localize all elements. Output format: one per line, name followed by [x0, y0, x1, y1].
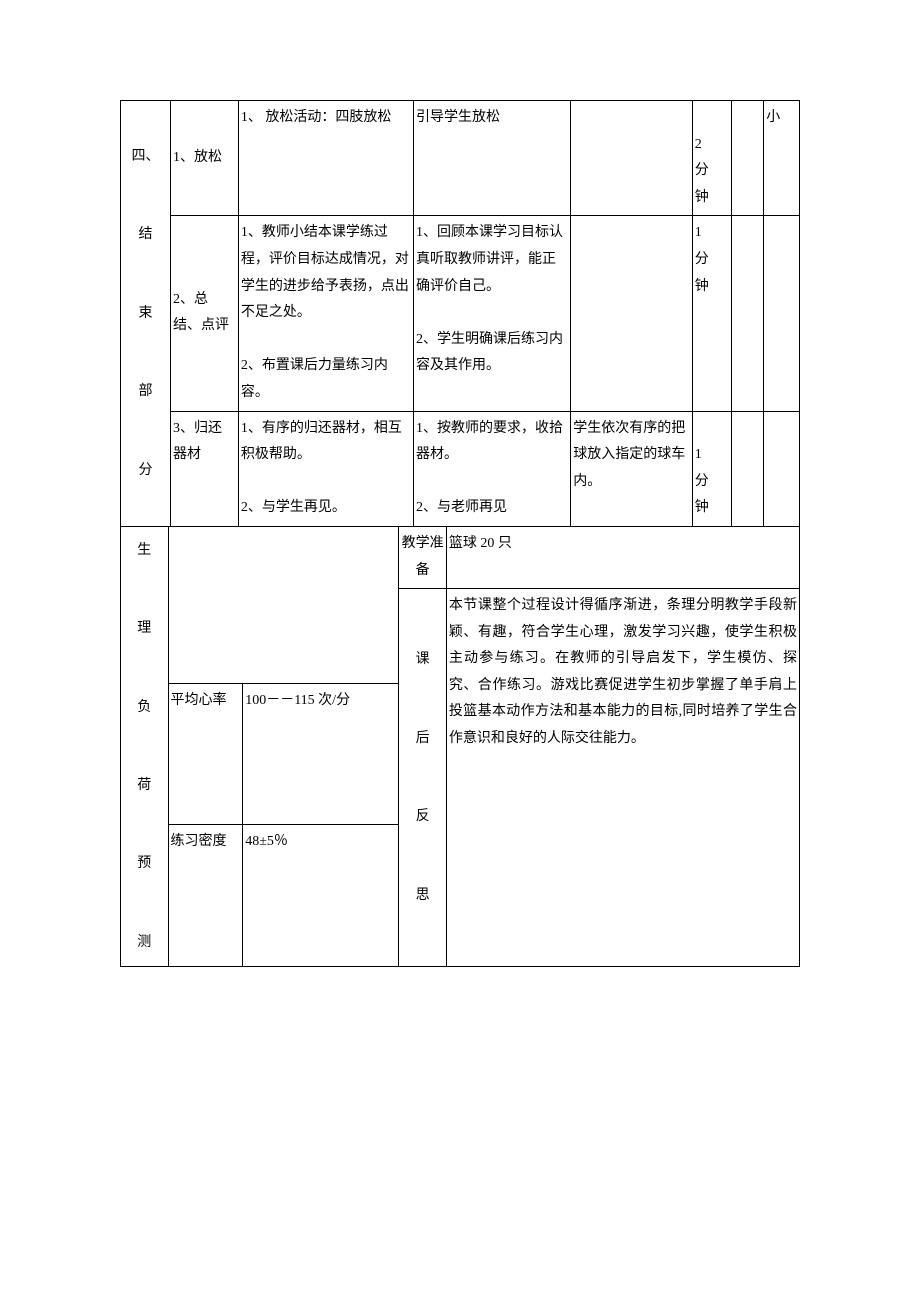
prep-value: 篮球 20 只	[446, 527, 799, 589]
r2-intensity	[764, 216, 800, 411]
r1-student: 引导学生放松	[414, 101, 571, 216]
r3-org: 学生依次有序的把球放入指定的球车内。	[571, 411, 693, 526]
r3-activity: 3、归还器材	[171, 411, 239, 526]
reflection-label: 课 后 反 思	[399, 589, 447, 967]
heart-rate-label: 平均心率	[168, 683, 243, 825]
section4-row3: 3、归还器材 1、有序的归还器材，相互积极帮助。 2、与学生再见。 1、按教师的…	[121, 411, 800, 526]
r3-blank	[732, 411, 764, 526]
r2-activity: 2、总结、点评	[171, 216, 239, 411]
bottom-section: 生 理 负 荷 预 测 教学准备 篮球 20 只 课 后 反 思 本节课整个过程…	[120, 527, 800, 967]
r3-intensity	[764, 411, 800, 526]
r2-student: 1、回顾本课学习目标认真听取教师讲评，能正确评价自己。 2、学生明确课后练习内容…	[414, 216, 571, 411]
r2-teacher: 1、教师小结本课学练过程，评价目标达成情况，对学生的进步给予表扬，点出不足之处。…	[238, 216, 413, 411]
prep-label: 教学准备	[399, 527, 447, 589]
lesson-plan-table: 四、 结 束 部 分 1、放松 1、 放松活动：四肢放松 引导学生放松 2 分 …	[120, 100, 800, 527]
r3-student: 1、按教师的要求，收拾器材。 2、与老师再见	[414, 411, 571, 526]
density-label: 练习密度	[168, 825, 243, 967]
r1-intensity: 小	[764, 101, 800, 216]
physio-header: 生 理 负 荷 预 测	[121, 527, 169, 967]
r1-activity: 1、放松	[171, 101, 239, 216]
r1-blank	[732, 101, 764, 216]
r1-teacher: 1、 放松活动：四肢放松	[238, 101, 413, 216]
density-value: 48±5％	[243, 825, 399, 967]
r2-time: 1 分 钟	[692, 216, 731, 411]
section4-row2: 2、总结、点评 1、教师小结本课学练过程，评价目标达成情况，对学生的进步给予表扬…	[121, 216, 800, 411]
r3-teacher: 1、有序的归还器材，相互积极帮助。 2、与学生再见。	[238, 411, 413, 526]
r2-org	[571, 216, 693, 411]
prep-row: 生 理 负 荷 预 测 教学准备 篮球 20 只	[121, 527, 800, 589]
reflection-value: 本节课整个过程设计得循序渐进，条理分明教学手段新颖、有趣，符合学生心理，激发学习…	[446, 589, 799, 967]
r3-time: 1 分 钟	[692, 411, 731, 526]
section4-row1: 四、 结 束 部 分 1、放松 1、 放松活动：四肢放松 引导学生放松 2 分 …	[121, 101, 800, 216]
r1-time: 2 分 钟	[692, 101, 731, 216]
section4-header: 四、 结 束 部 分	[121, 101, 171, 527]
chart-area	[168, 527, 399, 683]
r1-org	[571, 101, 693, 216]
heart-rate-value: 100－－115 次/分	[243, 683, 399, 825]
r2-blank	[732, 216, 764, 411]
